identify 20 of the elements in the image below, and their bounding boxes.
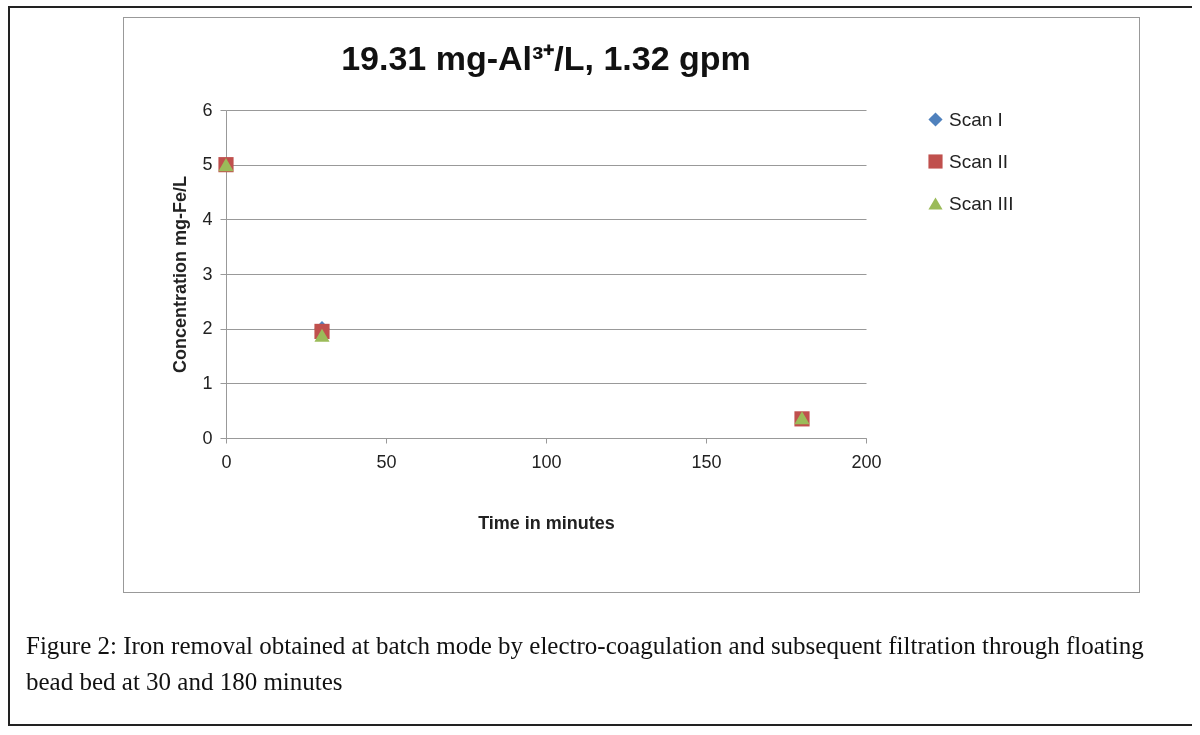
chart-title: 19.31 mg-Al³⁺/L, 1.32 gpm	[341, 39, 751, 77]
x-tick-label: 150	[691, 451, 722, 472]
y-axis-title: Concentration mg-Fe/L	[170, 176, 191, 373]
x-tick-label: 50	[376, 451, 397, 472]
y-tick-label: 4	[202, 208, 213, 229]
x-tick-label: 100	[531, 451, 562, 472]
y-tick-label: 2	[202, 318, 213, 339]
caption: Figure 2: Iron removal obtained at batch mode by electro-coagulation and subsequent filtration through floating bead bed at 30 and 180 minutes	[26, 631, 1145, 697]
y-tick-label: 0	[202, 427, 213, 448]
y-tick-label: 3	[202, 263, 213, 284]
y-tick-label: 5	[202, 154, 213, 175]
legend-label: Scan III	[949, 192, 1014, 214]
y-tick-label: 1	[202, 372, 213, 393]
x-tick-label: 200	[851, 451, 882, 472]
x-tick-label: 0	[221, 451, 232, 472]
x-axis-title: Time in minutes	[478, 512, 615, 533]
legend-label: Scan I	[949, 108, 1003, 130]
point	[314, 328, 330, 342]
y-tick-label: 6	[202, 99, 213, 120]
legend-label: Scan II	[949, 150, 1009, 172]
